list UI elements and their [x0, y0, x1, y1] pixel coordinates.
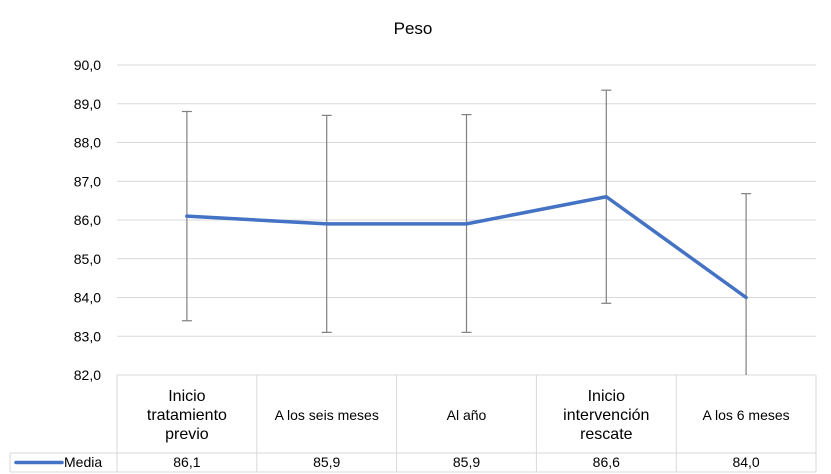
- error-bars: [181, 89, 752, 375]
- category-label: Inicio tratamiento previo: [147, 388, 227, 443]
- data-value-label: 84,0: [732, 454, 759, 470]
- y-tick-label: 86,0: [74, 212, 101, 228]
- category-label: Al año: [447, 407, 487, 423]
- category-label-line: Al año: [447, 407, 487, 423]
- y-axis-ticks: 82,0 83,0 84,0 85,0 86,0 87,0 88,0 89,0 90,0: [74, 57, 101, 383]
- y-tick-label: 83,0: [74, 328, 101, 344]
- category-label-line: previo: [165, 426, 209, 443]
- data-point: [465, 222, 468, 226]
- y-tick-label: 88,0: [74, 135, 101, 151]
- y-tick-label: 89,0: [74, 96, 101, 112]
- y-tick-label: 87,0: [74, 173, 101, 189]
- data-value-label: 85,9: [313, 454, 340, 470]
- data-point: [744, 296, 748, 299]
- data-point: [325, 222, 329, 226]
- y-tick-label: 85,0: [74, 251, 101, 267]
- legend-label: Media: [64, 454, 102, 470]
- category-label-line: rescate: [580, 426, 633, 443]
- category-label-line: Inicio: [588, 388, 625, 405]
- series-layer: [185, 195, 748, 300]
- y-tick-label: 84,0: [74, 290, 101, 306]
- data-value-label: 86,1: [173, 454, 200, 470]
- chart-title: Peso: [394, 19, 433, 38]
- category-label-line: tratamiento: [147, 407, 227, 424]
- category-label-line: intervención: [563, 407, 649, 424]
- data-point: [185, 214, 189, 218]
- category-label: Inicio intervención rescate: [563, 388, 649, 443]
- category-label-line: A los seis meses: [275, 407, 379, 423]
- category-label: A los 6 meses: [703, 407, 790, 423]
- category-label-line: Inicio: [168, 388, 205, 405]
- data-table: Inicio tratamiento previo 86,1 A los seis me…: [9, 374, 817, 473]
- category-label-line: A los 6 meses: [703, 407, 790, 423]
- y-tick-label: 90,0: [74, 57, 101, 73]
- category-label: A los seis meses: [275, 407, 379, 423]
- data-point: [604, 195, 608, 199]
- data-value-label: 85,9: [453, 454, 480, 470]
- y-tick-label: 82,0: [74, 367, 101, 383]
- data-value-label: 86,6: [593, 454, 620, 470]
